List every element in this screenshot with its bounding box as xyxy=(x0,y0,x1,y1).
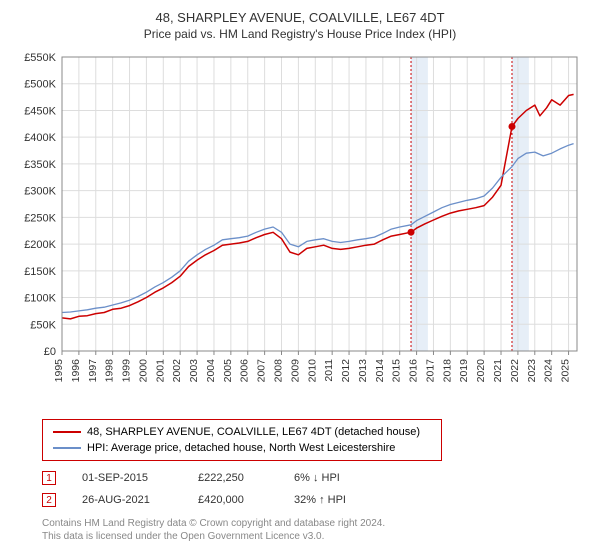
svg-text:2023: 2023 xyxy=(526,359,538,383)
svg-text:£50K: £50K xyxy=(30,319,56,331)
svg-text:2004: 2004 xyxy=(205,359,217,383)
legend-item: HPI: Average price, detached house, Nort… xyxy=(53,440,431,456)
svg-text:2012: 2012 xyxy=(340,359,352,383)
svg-text:2020: 2020 xyxy=(475,359,487,383)
sale-price: £420,000 xyxy=(198,494,268,506)
svg-text:2005: 2005 xyxy=(222,359,234,383)
svg-text:2001: 2001 xyxy=(154,359,166,383)
chart-subtitle: Price paid vs. HM Land Registry's House … xyxy=(12,27,588,41)
svg-text:2003: 2003 xyxy=(188,359,200,383)
sale-date: 26-AUG-2021 xyxy=(82,494,172,506)
chart-container: 48, SHARPLEY AVENUE, COALVILLE, LE67 4DT… xyxy=(0,0,600,549)
legend-label: HPI: Average price, detached house, Nort… xyxy=(87,442,395,454)
legend-label: 48, SHARPLEY AVENUE, COALVILLE, LE67 4DT… xyxy=(87,426,420,438)
svg-text:2019: 2019 xyxy=(458,359,470,383)
svg-text:2007: 2007 xyxy=(256,359,268,383)
sale-marker-box: 1 xyxy=(42,471,56,485)
svg-text:£550K: £550K xyxy=(24,52,56,64)
chart-title: 48, SHARPLEY AVENUE, COALVILLE, LE67 4DT xyxy=(12,10,588,25)
sale-row: 1 01-SEP-2015 £222,250 6% ↓ HPI xyxy=(42,467,588,489)
sale-diff: 32% ↑ HPI xyxy=(294,494,384,506)
svg-text:2002: 2002 xyxy=(171,359,183,383)
legend-swatch xyxy=(53,447,81,449)
svg-text:2013: 2013 xyxy=(357,359,369,383)
svg-text:£200K: £200K xyxy=(24,239,56,251)
svg-text:£0: £0 xyxy=(44,346,56,358)
footnote-line: Contains HM Land Registry data © Crown c… xyxy=(42,517,588,530)
svg-text:2015: 2015 xyxy=(391,359,403,383)
sales-table: 1 01-SEP-2015 £222,250 6% ↓ HPI 2 26-AUG-2021… xyxy=(42,467,588,511)
svg-text:2016: 2016 xyxy=(408,359,420,383)
svg-text:2008: 2008 xyxy=(273,359,285,383)
svg-text:2022: 2022 xyxy=(509,359,521,383)
svg-text:2010: 2010 xyxy=(306,359,318,383)
svg-text:2024: 2024 xyxy=(543,359,555,383)
svg-text:2018: 2018 xyxy=(441,359,453,383)
svg-text:1998: 1998 xyxy=(104,359,116,383)
svg-text:1996: 1996 xyxy=(70,359,82,383)
footnote-line: This data is licensed under the Open Gov… xyxy=(42,530,588,543)
sale-price: £222,250 xyxy=(198,472,268,484)
svg-text:£350K: £350K xyxy=(24,159,56,171)
sale-marker-box: 2 xyxy=(42,493,56,507)
svg-text:2017: 2017 xyxy=(424,359,436,383)
svg-text:2025: 2025 xyxy=(560,359,572,383)
svg-text:1995: 1995 xyxy=(53,359,65,383)
line-chart-svg: £0 £50K £100K £150K £200K £250K £300K £350K £400… xyxy=(12,51,588,411)
svg-text:2011: 2011 xyxy=(323,359,335,382)
svg-text:2021: 2021 xyxy=(492,359,504,383)
footnote: Contains HM Land Registry data © Crown c… xyxy=(42,517,588,543)
sale-row: 2 26-AUG-2021 £420,000 32% ↑ HPI xyxy=(42,489,588,511)
sale-date: 01-SEP-2015 xyxy=(82,472,172,484)
svg-text:£500K: £500K xyxy=(24,79,56,91)
svg-text:£450K: £450K xyxy=(24,105,56,117)
svg-text:2006: 2006 xyxy=(239,359,251,383)
svg-text:£300K: £300K xyxy=(24,186,56,198)
svg-text:1999: 1999 xyxy=(121,359,133,383)
legend-item: 48, SHARPLEY AVENUE, COALVILLE, LE67 4DT… xyxy=(53,424,431,440)
sale-diff: 6% ↓ HPI xyxy=(294,472,384,484)
svg-text:1997: 1997 xyxy=(87,359,99,383)
svg-text:£250K: £250K xyxy=(24,212,56,224)
svg-text:£100K: £100K xyxy=(24,293,56,305)
svg-text:2000: 2000 xyxy=(137,359,149,383)
svg-text:£400K: £400K xyxy=(24,132,56,144)
legend-swatch xyxy=(53,431,81,433)
svg-text:£150K: £150K xyxy=(24,266,56,278)
chart-area: £0 £50K £100K £150K £200K £250K £300K £350K £400… xyxy=(12,51,588,411)
legend: 48, SHARPLEY AVENUE, COALVILLE, LE67 4DT… xyxy=(42,419,442,461)
svg-text:2009: 2009 xyxy=(289,359,301,383)
svg-text:2014: 2014 xyxy=(374,359,386,383)
